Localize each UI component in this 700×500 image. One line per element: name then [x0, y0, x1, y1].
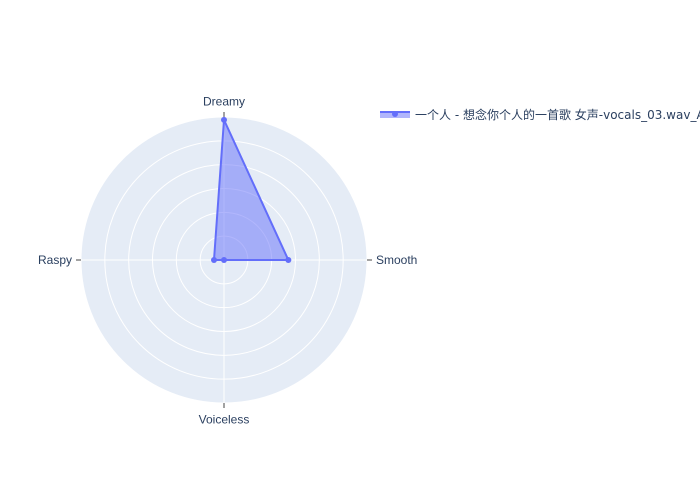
axis-label-voiceless: Voiceless [199, 412, 250, 426]
legend-label: 一个人 - 想念你个人的一首歌 女声-vocals_03.wav_Average [415, 107, 700, 122]
data-point-smooth[interactable] [285, 257, 291, 263]
axis-label-dreamy: Dreamy [203, 95, 245, 109]
legend[interactable]: 一个人 - 想念你个人的一首歌 女声-vocals_03.wav_Average [380, 107, 700, 122]
axis-label-raspy: Raspy [38, 253, 72, 267]
data-point-dreamy[interactable] [221, 117, 227, 123]
data-point-raspy[interactable] [211, 257, 217, 263]
data-point-voiceless[interactable] [221, 257, 227, 263]
legend-marker [392, 111, 398, 117]
legend-item[interactable]: 一个人 - 想念你个人的一首歌 女声-vocals_03.wav_Average [380, 107, 700, 122]
axis-label-smooth: Smooth [376, 253, 417, 267]
